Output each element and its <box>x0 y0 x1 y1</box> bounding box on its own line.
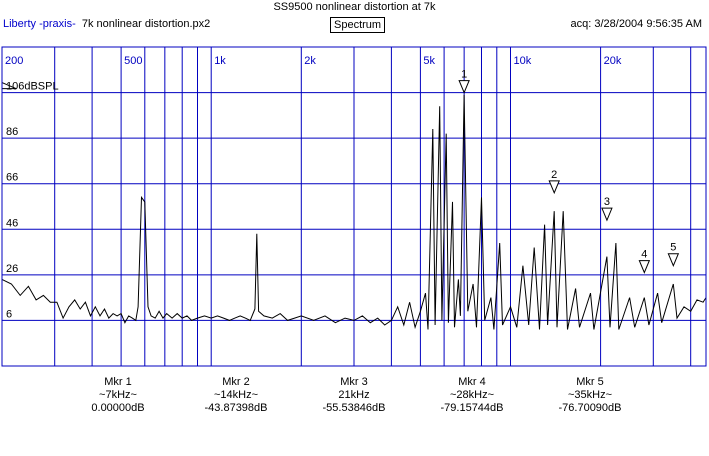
marker-label: 3 <box>604 196 610 208</box>
marker-label: 4 <box>641 249 647 261</box>
spectrum-trace <box>1 94 707 330</box>
x-axis-labels: 200 500 1k 2k 5k 10k 20k <box>5 55 622 67</box>
plot-frame <box>1 46 707 367</box>
marker-frequency: ~28kHz~ <box>449 389 495 401</box>
x-tick-label: 10k <box>513 55 531 67</box>
marker-label: 5 <box>670 242 676 254</box>
marker-value: -43.87398dB <box>204 402 268 414</box>
marker-layer: 1 2 3 4 5 <box>458 69 680 274</box>
spectrum-button[interactable]: Spectrum <box>330 17 386 33</box>
marker-frequency: ~14kHz~ <box>213 389 259 401</box>
marker-triangle-icon <box>458 80 470 94</box>
marker-triangle-icon <box>601 207 613 222</box>
marker-readouts: Mkr 1 ~7kHz~ 0.00000dB Mkr 2 ~14kHz~ -43… <box>0 376 709 420</box>
acquisition-timestamp: acq: 3/28/2004 9:56:35 AM <box>570 18 703 30</box>
marker-triangle-icon <box>638 260 651 274</box>
marker-readout-2: Mkr 2 ~14kHz~ -43.87398dB <box>186 376 286 415</box>
marker-readout-1: Mkr 1 ~7kHz~ 0.00000dB <box>68 376 168 415</box>
marker-label: 1 <box>461 69 467 81</box>
file-name: 7k nonlinear distortion.px2 <box>81 18 211 30</box>
x-tick-label: 200 <box>5 55 23 67</box>
marker-frequency: ~35kHz~ <box>567 389 613 401</box>
marker-readout-4: Mkr 4 ~28kHz~ -79.15744dB <box>422 376 522 415</box>
marker-value: -55.53846dB <box>322 402 386 414</box>
marker-readout-5: Mkr 5 ~35kHz~ -76.70090dB <box>540 376 640 415</box>
x-tick-label: 1k <box>214 55 226 67</box>
marker-name: Mkr 2 <box>222 376 250 388</box>
chart-title: SS9500 nonlinear distortion at 7k <box>273 1 436 13</box>
marker-frequency: 21kHz <box>338 389 370 401</box>
y-tick-label: 46 <box>6 217 18 229</box>
marker-readout-3: Mkr 3 21kHz -55.53846dB <box>304 376 404 415</box>
y-axis-labels: 106dBSPL 86 66 46 26 6 <box>1 81 59 320</box>
marker-triangle-icon <box>548 180 560 195</box>
y-tick-label: 6 <box>6 308 12 320</box>
marker-frequency: ~7kHz~ <box>99 389 137 401</box>
marker-name: Mkr 3 <box>340 376 368 388</box>
x-tick-label: 2k <box>304 55 316 67</box>
marker-value: 0.00000dB <box>91 402 145 414</box>
header-file-info: Liberty -praxis- 7k nonlinear distortion… <box>3 18 210 30</box>
marker-value: -76.70090dB <box>558 402 622 414</box>
marker-name: Mkr 1 <box>104 376 132 388</box>
marker-name: Mkr 5 <box>576 376 604 388</box>
marker-triangle-icon <box>667 253 680 268</box>
app-name: Liberty -praxis- <box>3 18 76 30</box>
y-tick-label: 86 <box>6 126 18 138</box>
x-tick-label: 500 <box>124 55 142 67</box>
y-tick-label: 26 <box>6 263 18 275</box>
marker-name: Mkr 4 <box>458 376 486 388</box>
y-tick-label: 106dBSPL <box>6 81 59 93</box>
x-tick-label: 5k <box>423 55 435 67</box>
marker-label: 2 <box>551 169 557 181</box>
marker-value: -79.15744dB <box>440 402 504 414</box>
x-tick-label: 20k <box>604 55 622 67</box>
y-tick-label: 66 <box>6 172 18 184</box>
grid-minor <box>54 47 692 366</box>
